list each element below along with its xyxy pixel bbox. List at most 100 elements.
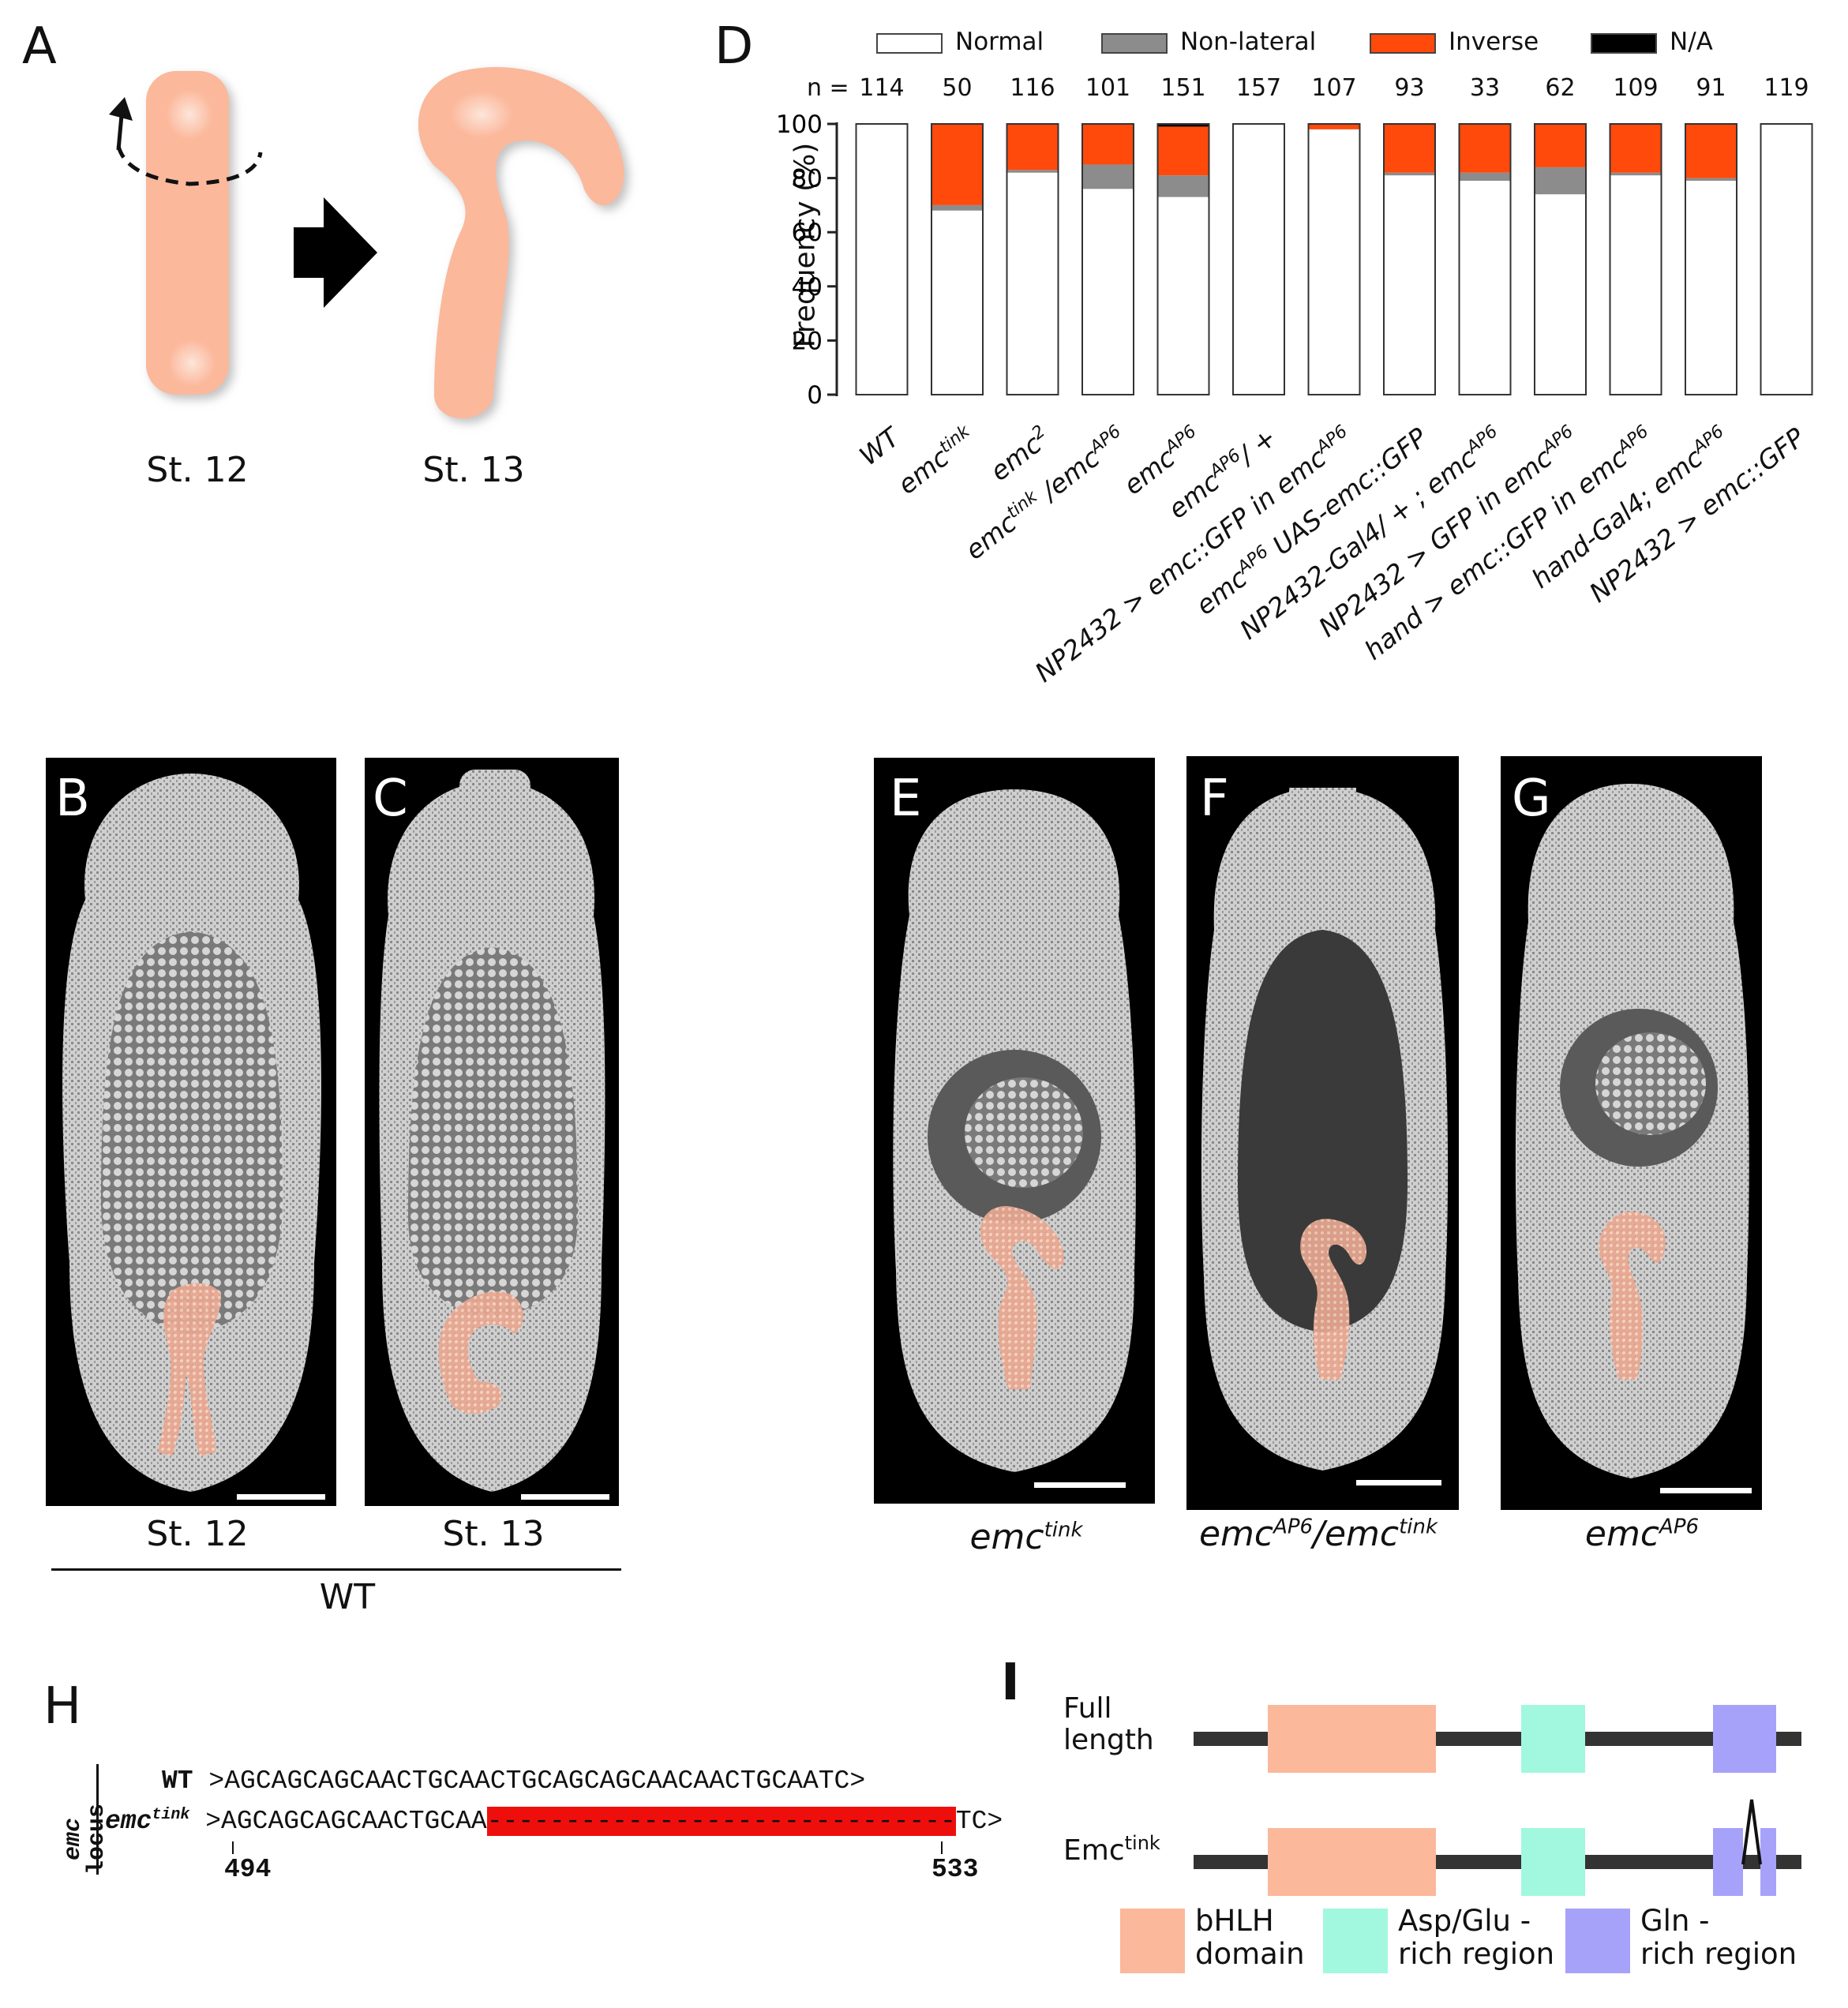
position-494: 494 xyxy=(224,1855,272,1884)
bar-outline xyxy=(1081,123,1134,395)
straight-hindgut xyxy=(146,71,229,395)
wt-sequence: >AGCAGCAGCAACTGCAACTGCAGCAGCAACAACTGCAAT… xyxy=(208,1766,866,1796)
bar-outline xyxy=(931,123,984,395)
y-tick-label: 0 xyxy=(807,381,823,410)
bar-segment-normal xyxy=(1006,172,1059,395)
bar-outline xyxy=(1307,123,1361,395)
bar-segment-non-lateral xyxy=(1535,167,1586,195)
panel-h-label: H xyxy=(43,1677,82,1736)
mutant-protein-label: Emctink xyxy=(1063,1832,1160,1867)
wt-sequence-row: WT >AGCAGCAGCAACTGCAACTGCAGCAGCAACAACTGC… xyxy=(162,1766,865,1796)
bar-outline xyxy=(855,123,909,395)
full-asp-glu-region xyxy=(1521,1705,1585,1773)
wt-seq-name: WT xyxy=(162,1766,193,1796)
bar-segment-inverse xyxy=(1459,124,1511,173)
bar-outline xyxy=(1760,123,1813,395)
panel-c-label: C xyxy=(373,770,408,828)
stacked-bar-chart: 0 20 40 60 80 100 xyxy=(776,111,1813,410)
scale-bar-f xyxy=(1356,1480,1441,1485)
bar-outline xyxy=(1156,123,1210,395)
hindgut-highlight-c xyxy=(438,1291,523,1414)
bar-segment-normal xyxy=(1760,124,1812,395)
panel-g-label: G xyxy=(1512,770,1551,828)
mutant-asp-glu-region xyxy=(1521,1828,1585,1896)
rotation-arrow-icon xyxy=(116,145,263,186)
panel-e-label: E xyxy=(890,770,922,828)
domain-legend-label: bHLH domain xyxy=(1195,1904,1305,1971)
locus-label: emc locus xyxy=(60,1804,111,1875)
mutant-sequence-row: emctink >AGCAGCAGCAACTGCAA--------------… xyxy=(105,1806,1003,1836)
panel-i-label: I xyxy=(1001,1654,1020,1712)
micrograph-b xyxy=(46,758,336,1506)
n-prefix: n = xyxy=(807,74,849,102)
genotype-g: emcAP6 xyxy=(1584,1514,1700,1554)
bar-segment-inverse xyxy=(1157,126,1209,176)
bar-segment-non-lateral xyxy=(1685,178,1737,182)
domain-legend-swatch xyxy=(1565,1909,1630,1973)
bar-segment-inverse xyxy=(1685,124,1737,178)
scale-bar-e xyxy=(1034,1482,1126,1488)
stage-13-label: St. 13 xyxy=(422,450,525,490)
n-value: 151 xyxy=(1160,74,1206,102)
arrowhead-icon xyxy=(109,97,133,121)
n-value: 101 xyxy=(1085,74,1131,102)
bar-outline xyxy=(1383,123,1436,395)
y-tick-label: 20 xyxy=(792,327,823,355)
legend-label: Inverse xyxy=(1449,28,1539,56)
y-tick-label: 100 xyxy=(776,111,823,139)
bar-segment-inverse xyxy=(1384,124,1435,173)
stage-12-label: St. 12 xyxy=(146,450,249,490)
bar-segment-non-lateral xyxy=(1157,175,1209,197)
legend-label: Non-lateral xyxy=(1180,28,1317,56)
panel-c-stage: St. 13 xyxy=(442,1514,545,1554)
bar-segment-inverse xyxy=(1082,124,1134,165)
hindgut-highlight-f xyxy=(1300,1219,1367,1380)
n-value: 50 xyxy=(942,74,973,102)
deleted-region: ------------------------------ xyxy=(486,1807,956,1836)
micrograph-c xyxy=(365,758,619,1506)
domain-legend-swatch xyxy=(1323,1909,1388,1973)
panel-d-label: D xyxy=(714,17,754,76)
bar-segment-normal xyxy=(1535,194,1586,395)
panel-b-label: B xyxy=(55,770,90,828)
bar-segment-non-lateral xyxy=(1006,170,1059,173)
n-value: 93 xyxy=(1394,74,1425,102)
micrograph-g xyxy=(1501,756,1762,1510)
bar-outline xyxy=(1458,123,1512,395)
bar-segment-inverse xyxy=(1006,124,1059,170)
mutant-seq-name: emctink xyxy=(105,1806,190,1836)
bar-segment-inverse xyxy=(1308,124,1360,129)
n-value: 116 xyxy=(1010,74,1055,102)
bar-segment-normal xyxy=(1082,189,1134,395)
bar-segment-inverse xyxy=(1610,124,1662,173)
n-value: 62 xyxy=(1545,74,1576,102)
hindgut-highlight-e xyxy=(980,1206,1064,1389)
panel-a-label: A xyxy=(22,17,57,76)
y-tick-label: 80 xyxy=(792,165,823,193)
genotype-f: emcAP6/emctink xyxy=(1198,1514,1438,1554)
legend-swatch xyxy=(876,33,943,54)
legend-swatch xyxy=(1101,33,1168,54)
y-tick-label: 60 xyxy=(792,219,823,247)
legend-label: Normal xyxy=(955,28,1044,56)
bar-segment-normal xyxy=(1610,175,1662,395)
bar-segment-normal xyxy=(1384,175,1435,395)
bar-segment-normal xyxy=(1459,181,1511,395)
full-bhlh-domain xyxy=(1268,1705,1436,1773)
mutant-bhlh-domain xyxy=(1268,1828,1436,1896)
locus-bracket xyxy=(96,1764,99,1875)
n-value: 119 xyxy=(1764,74,1809,102)
n-value: 107 xyxy=(1311,74,1357,102)
curved-hindgut xyxy=(418,67,624,418)
bar-outline xyxy=(1006,123,1059,395)
bar-segment-normal xyxy=(1233,124,1284,395)
hindgut-schematic xyxy=(109,71,377,395)
bar-segment-non-lateral xyxy=(1082,164,1134,189)
bar-segment-inverse xyxy=(931,124,983,205)
mutant-seq-end: TC> xyxy=(955,1807,1003,1836)
n-value: 91 xyxy=(1696,74,1726,102)
bar-segment-normal xyxy=(931,210,983,395)
hindgut-highlight-b xyxy=(158,1283,221,1456)
panel-f-label: F xyxy=(1200,770,1229,828)
genotype-e: emctink xyxy=(969,1517,1083,1557)
